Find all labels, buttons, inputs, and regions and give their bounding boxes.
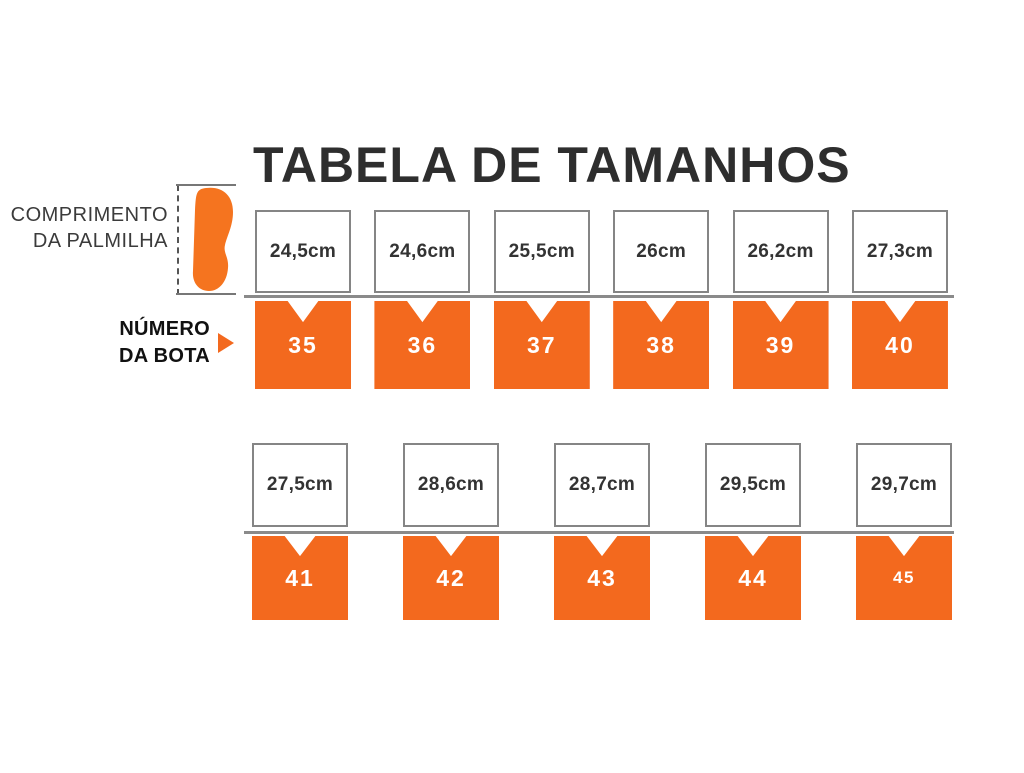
insole-length-cell: 28,6cm (403, 443, 499, 527)
boot-size-cell: 41 (252, 536, 348, 620)
insole-length-cell: 27,3cm (851, 210, 948, 293)
measure-dashed-line (177, 185, 179, 295)
insole-length-cell: 24,6cm (374, 210, 471, 293)
boot-size-cell: 42 (403, 536, 499, 620)
insole-length-cell: 24,5cm (255, 210, 351, 293)
measure-bottom-tick (176, 293, 236, 295)
triangle-right-icon (218, 333, 234, 353)
boot-size-row-1: 35 36 37 38 39 40 (255, 301, 948, 389)
boot-size-cell: 36 (374, 301, 471, 389)
boot-number-label-line1: NÚMERO (119, 318, 210, 340)
boot-size-cell: 45 (856, 536, 952, 620)
insole-length-cell: 26,2cm (732, 210, 829, 293)
separator-line-row1 (244, 295, 954, 298)
boot-size-cell: 44 (705, 536, 801, 620)
boot-number-label: NÚMERO DA BOTA (0, 316, 210, 370)
measure-top-tick (176, 184, 236, 186)
insole-length-label-line2: DA PALMILHA (32, 230, 168, 252)
insole-length-label-line1: COMPRIMENTO (10, 204, 168, 226)
insole-length-cell: 25,5cm (493, 210, 590, 293)
insole-length-cell: 29,5cm (705, 443, 801, 527)
insole-footprint-icon (192, 187, 233, 291)
insole-length-cell: 26cm (613, 210, 710, 293)
insole-length-row-1: 24,5cm 24,6cm 25,5cm 26cm 26,2cm 27,3cm (255, 210, 948, 293)
insole-length-row-2: 27,5cm 28,6cm 28,7cm 29,5cm 29,7cm (252, 443, 952, 527)
boot-size-cell: 35 (255, 301, 351, 389)
page-title: TABELA DE TAMANHOS (253, 137, 851, 193)
boot-number-label-line2: DA BOTA (119, 345, 210, 367)
boot-size-cell: 38 (613, 301, 710, 389)
insole-length-cell: 27,5cm (252, 443, 348, 527)
boot-size-cell: 40 (851, 301, 948, 389)
separator-line-row2 (244, 531, 954, 534)
insole-length-cell: 29,7cm (856, 443, 952, 527)
boot-size-row-2: 41 42 43 44 45 (252, 536, 952, 620)
boot-size-cell: 39 (732, 301, 829, 389)
boot-size-cell: 43 (554, 536, 650, 620)
insole-length-label: COMPRIMENTO DA PALMILHA (0, 202, 168, 254)
boot-size-cell: 37 (493, 301, 590, 389)
insole-length-cell: 28,7cm (554, 443, 650, 527)
